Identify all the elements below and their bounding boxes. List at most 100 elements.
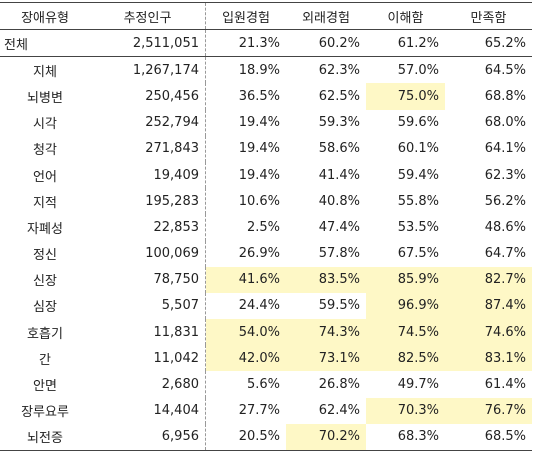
cell-estimated-population: 11,042 — [90, 345, 206, 372]
table-header: 장애유형 추정인구 입원경험 외래경험 이해함 만족함 — [0, 2, 532, 30]
cell-inpatient: 41.6% — [206, 266, 286, 293]
table-row: 시각 252,794 19.4% 59.3% 59.6% 68.0% — [0, 109, 532, 136]
cell-estimated-population: 5,507 — [90, 292, 206, 320]
cell-outpatient: 26.8% — [318, 377, 360, 393]
cell-estimated-population: 19,409 — [90, 161, 206, 189]
header-outpatient: 외래경험 — [302, 10, 350, 26]
cell-outpatient: 47.4% — [318, 219, 360, 235]
cell-inpatient: 20.5% — [238, 429, 280, 445]
cell-understood: 59.4% — [397, 167, 439, 183]
cell-estimated-population: 22,853 — [90, 214, 206, 241]
table-row: 자폐성 22,853 2.5% 47.4% 53.5% 48.6% — [0, 214, 532, 241]
cell-satisfied: 65.2% — [484, 35, 526, 51]
cell-disability-type: 청각 — [33, 143, 57, 159]
cell-outpatient: 74.3% — [286, 319, 366, 346]
cell-satisfied: 64.1% — [484, 141, 526, 157]
cell-estimated-population: 6,956 — [90, 423, 206, 450]
cell-estimated-population: 271,843 — [90, 135, 206, 162]
cell-satisfied: 68.0% — [484, 115, 526, 131]
table-row: 뇌병변 250,456 36.5% 62.5% 75.0% 68.8% — [0, 83, 532, 110]
cell-inpatient: 24.4% — [238, 298, 280, 314]
cell-satisfied: 48.6% — [484, 219, 526, 235]
table-row: 언어 19,409 19.4% 41.4% 59.4% 62.3% — [0, 161, 532, 189]
cell-understood: 53.5% — [397, 219, 439, 235]
cell-outpatient: 59.3% — [318, 115, 360, 131]
cell-disability-type: 호흡기 — [27, 326, 63, 342]
cell-understood: 57.0% — [397, 62, 439, 78]
cell-disability-type: 전체 — [4, 37, 28, 53]
table-row: 정신 100,069 26.9% 57.8% 67.5% 64.7% — [0, 240, 532, 267]
cell-outpatient: 59.5% — [318, 298, 360, 314]
cell-satisfied: 76.7% — [445, 397, 532, 424]
cell-understood: 49.7% — [397, 377, 439, 393]
table-row: 안면 2,680 5.6% 26.8% 49.7% 61.4% — [0, 371, 532, 398]
cell-outpatient: 62.5% — [318, 88, 360, 104]
cell-inpatient: 27.7% — [238, 403, 280, 419]
cell-satisfied: 62.3% — [484, 167, 526, 183]
cell-disability-type: 시각 — [33, 117, 57, 133]
cell-understood: 70.3% — [366, 397, 445, 424]
cell-estimated-population: 2,680 — [90, 371, 206, 398]
table-body: 전체 2,511,051 21.3% 60.2% 61.2% 65.2% 지체 1,267,1… — [0, 30, 532, 451]
cell-disability-type: 지적 — [33, 195, 57, 211]
cell-satisfied: 61.4% — [484, 377, 526, 393]
cell-satisfied: 74.6% — [445, 319, 532, 346]
cell-outpatient: 58.6% — [318, 141, 360, 157]
cell-estimated-population: 100,069 — [90, 240, 206, 267]
cell-disability-type: 뇌전증 — [27, 431, 63, 447]
cell-estimated-population: 78,750 — [90, 266, 206, 293]
cell-estimated-population: 1,267,174 — [90, 57, 206, 84]
cell-understood: 96.9% — [366, 292, 445, 320]
cell-disability-type: 장루요루 — [21, 405, 69, 421]
cell-inpatient: 10.6% — [238, 193, 280, 209]
table-row: 지적 195,283 10.6% 40.8% 55.8% 56.2% — [0, 188, 532, 215]
cell-satisfied: 83.1% — [445, 345, 532, 372]
cell-inpatient: 5.6% — [246, 377, 280, 393]
cell-satisfied: 68.5% — [484, 429, 526, 445]
cell-disability-type: 간 — [39, 352, 51, 368]
table-row: 전체 2,511,051 21.3% 60.2% 61.2% 65.2% — [0, 30, 532, 58]
cell-understood: 68.3% — [397, 429, 439, 445]
cell-outpatient: 83.5% — [286, 266, 366, 293]
table-row: 장루요루 14,404 27.7% 62.4% 70.3% 76.7% — [0, 397, 532, 424]
cell-estimated-population: 195,283 — [90, 188, 206, 215]
cell-inpatient: 36.5% — [238, 88, 280, 104]
cell-inpatient: 21.3% — [238, 35, 280, 51]
cell-outpatient: 62.4% — [318, 403, 360, 419]
header-disability-type: 장애유형 — [21, 10, 69, 26]
cell-satisfied: 56.2% — [484, 193, 526, 209]
cell-understood: 85.9% — [366, 266, 445, 293]
cell-understood: 55.8% — [397, 193, 439, 209]
header-estimated-population: 추정인구 — [90, 3, 206, 29]
cell-outpatient: 70.2% — [286, 423, 366, 450]
cell-disability-type: 심장 — [33, 300, 57, 316]
cell-satisfied: 87.4% — [445, 292, 532, 320]
cell-disability-type: 정신 — [33, 248, 57, 264]
header-inpatient: 입원경험 — [222, 10, 270, 26]
cell-understood: 67.5% — [397, 246, 439, 262]
cell-estimated-population: 14,404 — [90, 397, 206, 424]
table-row: 신장 78,750 41.6% 83.5% 85.9% 82.7% — [0, 266, 532, 293]
cell-outpatient: 62.3% — [318, 62, 360, 78]
cell-outpatient: 60.2% — [318, 35, 360, 51]
cell-disability-type: 뇌병변 — [27, 90, 63, 106]
table-row: 지체 1,267,174 18.9% 62.3% 57.0% 64.5% — [0, 57, 532, 84]
cell-disability-type: 지체 — [33, 64, 57, 80]
cell-outpatient: 40.8% — [318, 193, 360, 209]
cell-estimated-population: 250,456 — [90, 83, 206, 110]
cell-satisfied: 64.7% — [484, 246, 526, 262]
cell-inpatient: 19.4% — [238, 115, 280, 131]
table-row: 호흡기 11,831 54.0% 74.3% 74.5% 74.6% — [0, 319, 532, 346]
cell-inpatient: 26.9% — [238, 246, 280, 262]
cell-disability-type: 언어 — [33, 169, 57, 185]
cell-understood: 75.0% — [366, 83, 445, 110]
data-table: 장애유형 추정인구 입원경험 외래경험 이해함 만족함 전체 2,511,051 2… — [0, 2, 532, 451]
table-row: 심장 5,507 24.4% 59.5% 96.9% 87.4% — [0, 292, 532, 320]
cell-satisfied: 68.8% — [484, 88, 526, 104]
header-understood: 이해함 — [387, 10, 424, 26]
cell-disability-type: 안면 — [33, 379, 57, 395]
cell-understood: 60.1% — [397, 141, 439, 157]
cell-estimated-population: 2,511,051 — [90, 30, 206, 57]
table-row: 청각 271,843 19.4% 58.6% 60.1% 64.1% — [0, 135, 532, 162]
table-row: 간 11,042 42.0% 73.1% 82.5% 83.1% — [0, 345, 532, 372]
